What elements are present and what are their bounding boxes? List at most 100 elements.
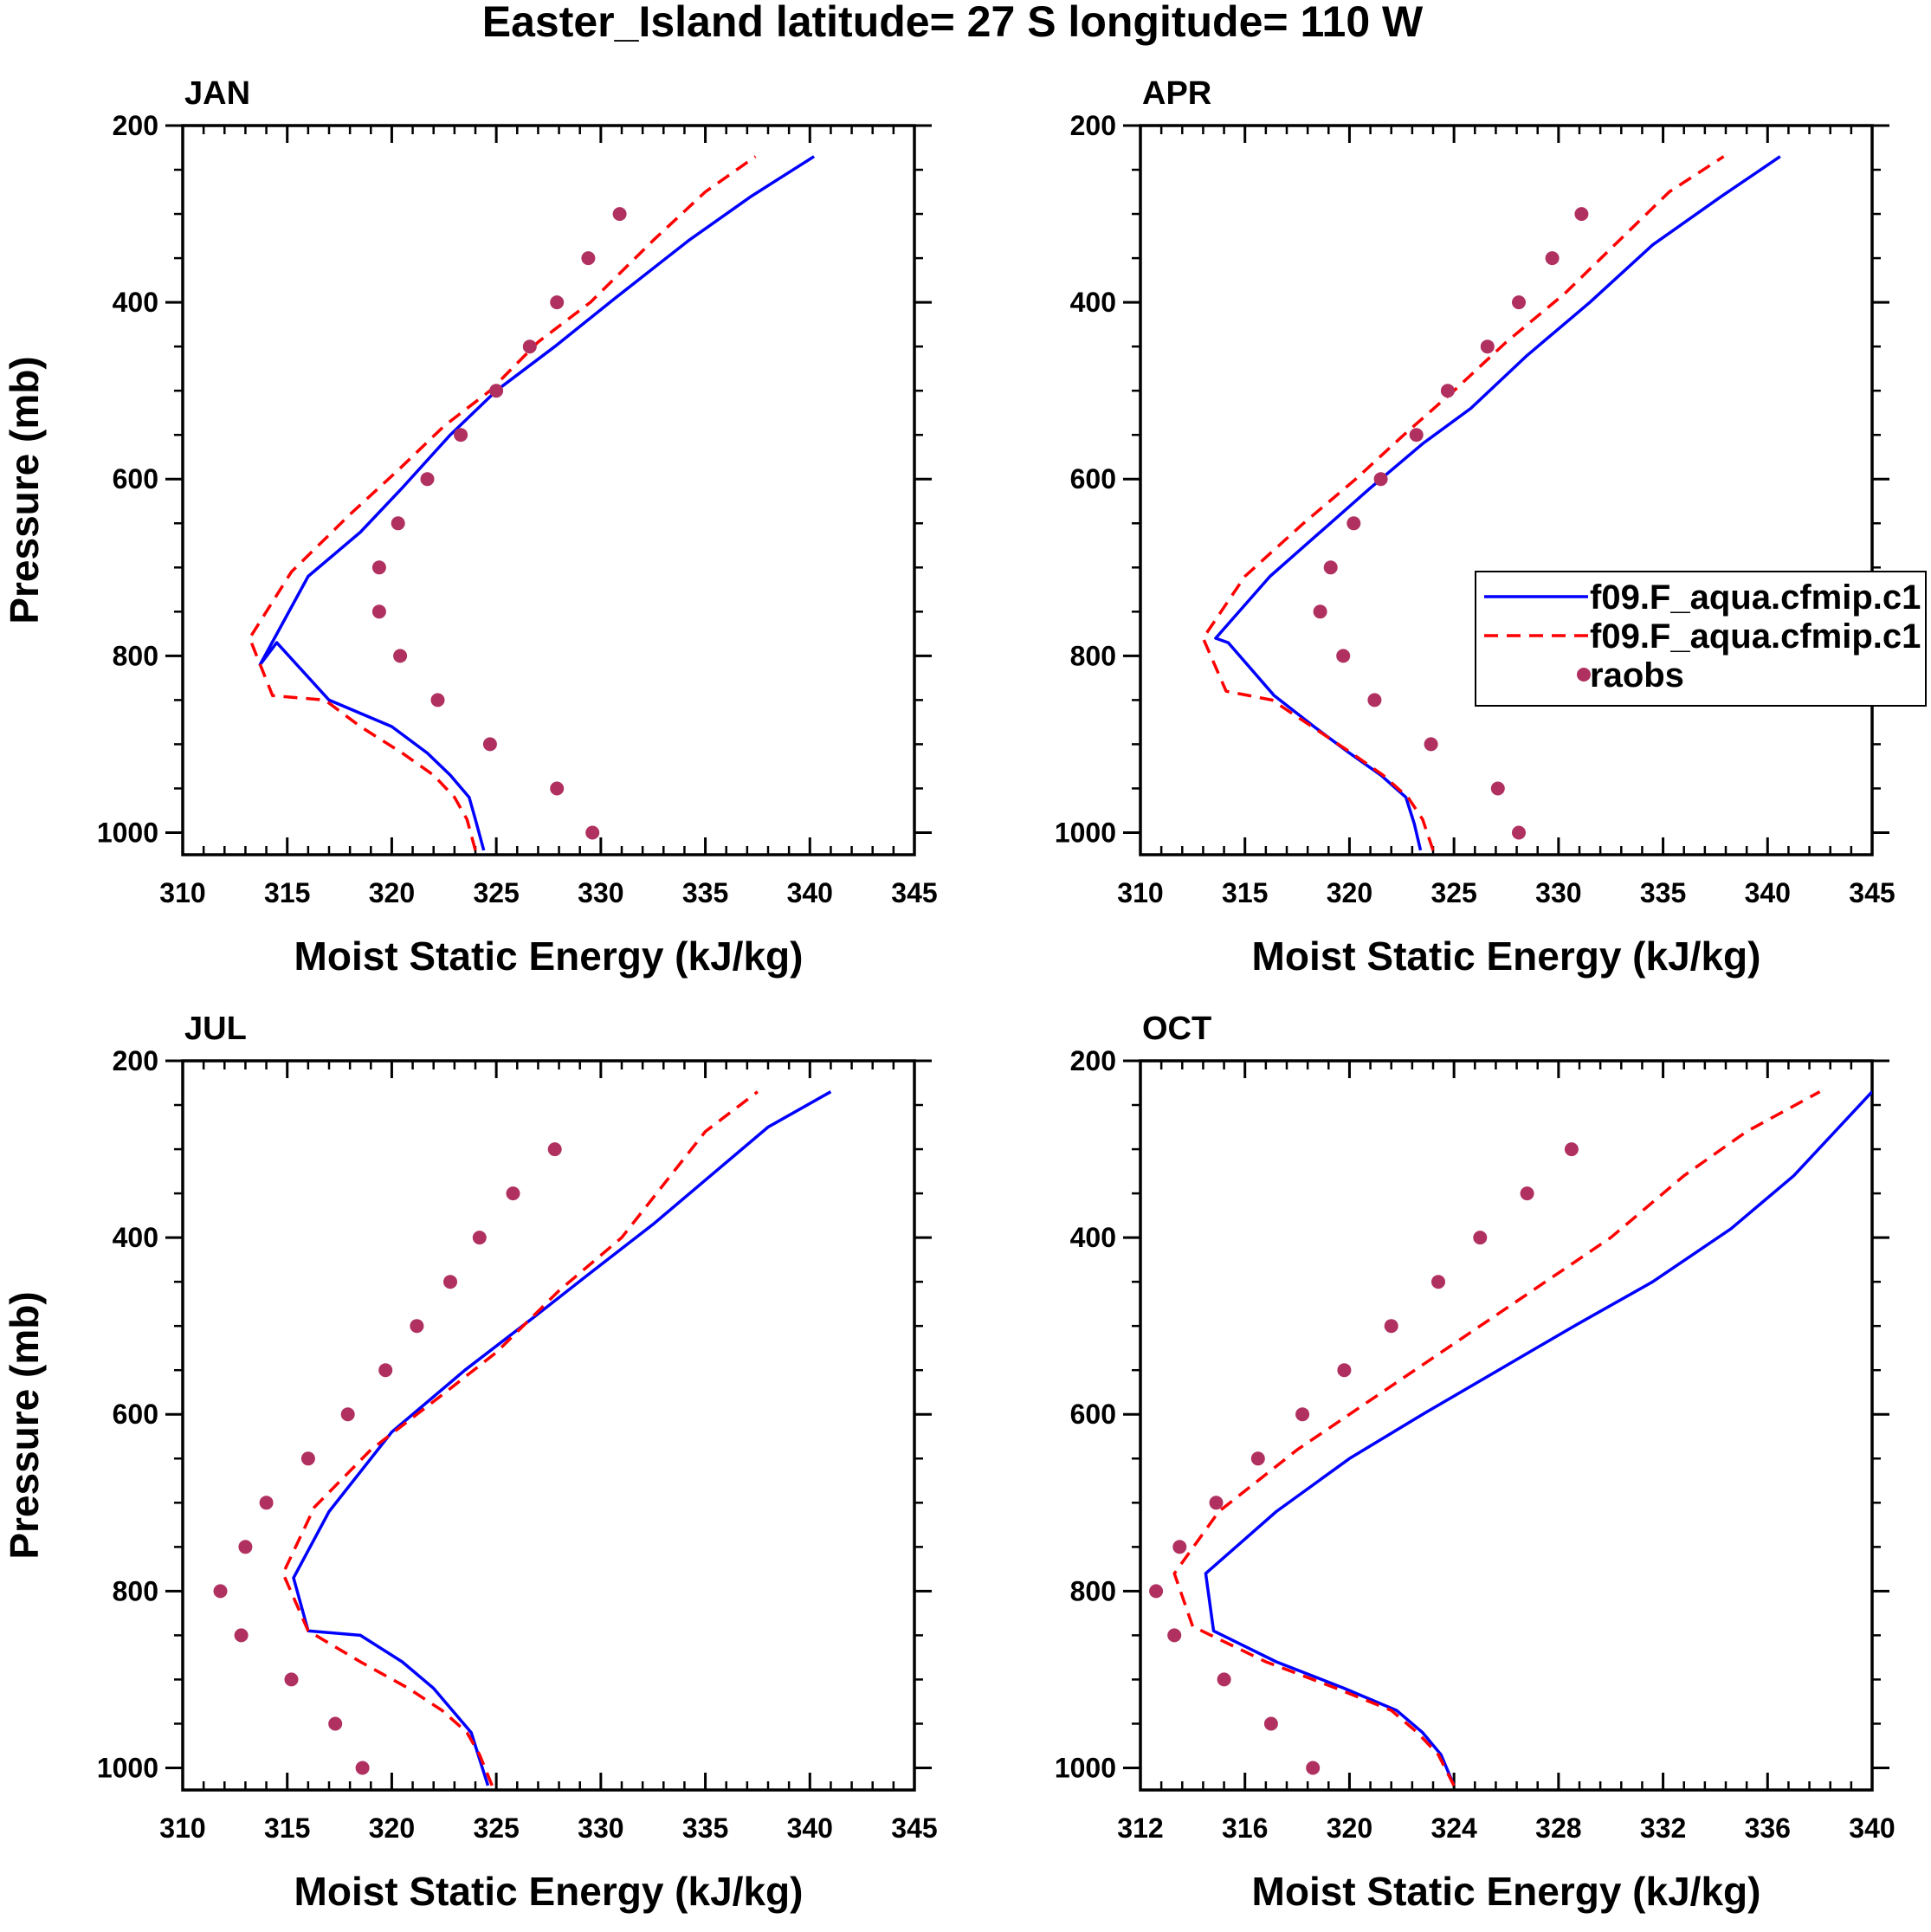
model-line-dashed [1201, 155, 1725, 851]
panel-label: JAN [184, 75, 250, 112]
raobs-point [472, 1231, 487, 1245]
raobs-point [581, 251, 596, 266]
raobs-point [1250, 1451, 1265, 1466]
chart-panel-apr: 310 315 320 325 330 335 340 345 200 400 600 800 1000… [1055, 75, 1895, 979]
raobs-point [1384, 1319, 1398, 1334]
x-tick-label: 340 [787, 877, 833, 908]
plot-frame [1139, 1059, 1874, 1792]
legend-label: f09.F_aqua.cfmip.c1 [1590, 578, 1921, 617]
y-tick-label: 1000 [97, 817, 158, 848]
plot-frame [1139, 124, 1874, 856]
raobs-point [1440, 384, 1455, 398]
x-tick-label: 332 [1640, 1812, 1686, 1844]
raobs-point [1431, 1275, 1445, 1289]
x-tick-label: 335 [682, 1812, 728, 1844]
raobs-point [506, 1186, 520, 1201]
x-tick-label: 320 [369, 877, 415, 908]
legend-box [1475, 571, 1927, 707]
x-tick-label: 310 [1117, 877, 1163, 908]
chart-panel-jul: 310 315 320 325 330 335 340 345 200 400 600 800 1000… [2, 1011, 938, 1914]
raobs-point [1373, 472, 1388, 487]
raobs-point [1520, 1186, 1534, 1201]
x-tick-label: 324 [1430, 1812, 1477, 1844]
raobs-point [454, 428, 468, 443]
raobs-point [1149, 1584, 1164, 1599]
x-tick-label: 340 [787, 1812, 833, 1844]
model-line-dashed [248, 155, 757, 851]
raobs-point [1172, 1540, 1187, 1554]
x-axis-label: Moist Static Energy (kJ/kg) [294, 1869, 804, 1914]
y-tick-label: 800 [1070, 1575, 1116, 1606]
raobs-point [1306, 1761, 1321, 1775]
x-tick-label: 312 [1117, 1812, 1163, 1844]
y-tick-label: 600 [113, 1399, 158, 1430]
raobs-point [259, 1496, 274, 1510]
series-group [248, 155, 816, 851]
x-tick-label: 325 [473, 1812, 519, 1844]
plot-frame [181, 1059, 916, 1792]
raobs-point [1167, 1628, 1182, 1643]
raobs-point [522, 339, 537, 354]
x-tick-label: 320 [369, 1812, 415, 1844]
raobs-point [430, 693, 445, 708]
raobs-point [1336, 649, 1351, 663]
y-tick-label: 600 [1070, 463, 1116, 494]
raobs-point [410, 1319, 424, 1334]
raobs-point [213, 1584, 228, 1599]
series-group [213, 1090, 832, 1787]
y-tick-label: 1000 [1055, 1752, 1116, 1783]
y-tick-label: 400 [1070, 287, 1116, 318]
panel-label: JUL [184, 1011, 247, 1047]
panel-label: APR [1142, 75, 1211, 112]
raobs-point [393, 649, 408, 663]
y-tick-label: 400 [113, 287, 158, 318]
raobs-point [355, 1761, 370, 1775]
raobs-point [1347, 516, 1361, 531]
x-axis-label: Moist Static Energy (kJ/kg) [1252, 934, 1761, 979]
figure-title: Easter_Island latitude= 27 S longitude= … [482, 0, 1424, 46]
raobs-point [1545, 251, 1560, 266]
y-axis-label: Pressure (mb) [2, 1291, 47, 1559]
raobs-point [300, 1451, 315, 1466]
y-tick-label: 200 [113, 110, 158, 141]
x-tick-label: 320 [1327, 1812, 1372, 1844]
plot-frame [181, 124, 916, 856]
x-tick-label: 328 [1535, 1812, 1581, 1844]
raobs-point [238, 1540, 253, 1554]
raobs-point [328, 1716, 343, 1731]
raobs-point [1323, 560, 1338, 575]
raobs-point [371, 560, 386, 575]
x-tick-label: 315 [264, 877, 310, 908]
series-group [1201, 155, 1781, 851]
raobs-point [1424, 737, 1438, 752]
raobs-point [443, 1275, 457, 1289]
x-tick-label: 310 [159, 877, 205, 908]
raobs-point [284, 1672, 299, 1687]
model-line-dashed [1172, 1090, 1821, 1787]
x-tick-label: 316 [1222, 1812, 1268, 1844]
model-line-solid [1214, 155, 1781, 851]
raobs-point [1209, 1496, 1224, 1510]
raobs-point [1480, 339, 1495, 354]
raobs-point [420, 472, 435, 487]
x-tick-label: 315 [1222, 877, 1268, 908]
x-tick-label: 340 [1849, 1812, 1895, 1844]
raobs-point [1217, 1672, 1231, 1687]
panel-label: OCT [1142, 1011, 1211, 1047]
x-tick-label: 325 [473, 877, 519, 908]
raobs-point [1512, 295, 1526, 310]
raobs-point [550, 295, 565, 310]
raobs-point [612, 207, 627, 222]
raobs-point [1313, 604, 1327, 619]
chart-panel-jan: 310 315 320 325 330 335 340 345 200 400 600 800 1000… [2, 75, 938, 979]
x-tick-label: 345 [891, 877, 937, 908]
x-tick-label: 336 [1745, 1812, 1791, 1844]
raobs-point [1490, 781, 1505, 796]
y-tick-label: 1000 [1055, 817, 1116, 848]
x-tick-label: 340 [1745, 877, 1791, 908]
y-tick-label: 400 [113, 1222, 158, 1253]
y-tick-label: 800 [113, 640, 158, 671]
y-tick-label: 200 [1070, 1045, 1116, 1076]
chart-panel-oct: 312 316 320 324 328 332 336 340 200 400 600 800 1000… [1055, 1011, 1895, 1914]
x-tick-label: 330 [578, 1812, 623, 1844]
